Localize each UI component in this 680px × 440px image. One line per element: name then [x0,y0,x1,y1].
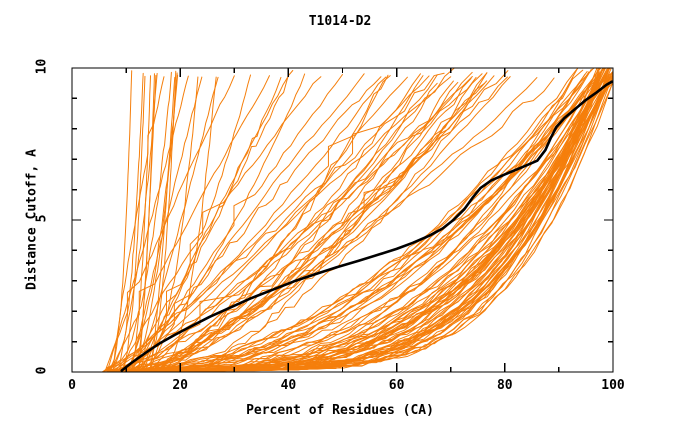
curve [135,75,424,372]
x-tick-label: 0 [68,378,76,393]
curve [118,75,146,370]
x-tick-label: 20 [172,378,189,393]
y-tick-label: 10 [34,58,50,75]
curve [125,68,611,372]
y-tick-label: 5 [34,214,50,223]
curve [140,75,289,372]
curve [134,76,511,372]
curve [127,76,452,372]
curve [112,76,165,372]
curve [111,74,252,372]
curve [149,82,583,372]
curve [109,75,270,372]
curve [121,76,322,372]
curve [125,79,609,372]
curve [136,76,219,372]
x-tick-label: 80 [496,378,513,393]
curves-layer [101,68,613,372]
curve [142,70,177,372]
curve [104,75,189,372]
curve [107,72,445,371]
curve [113,77,538,372]
curve [105,71,172,371]
curve [136,72,488,371]
curve [140,68,579,372]
curve [149,73,365,372]
curve [148,76,176,372]
curve [144,71,588,372]
curve [114,76,473,372]
curve [142,75,391,372]
curve [128,76,508,372]
curve [136,76,199,372]
curve [154,72,613,371]
plot-mask [0,373,680,440]
curve [129,78,472,371]
curve [117,68,606,372]
curve [107,68,595,371]
x-tick-label: 100 [601,378,625,393]
curve [126,75,152,372]
curve [116,69,584,372]
x-tick-label: 40 [280,378,297,393]
curve [163,77,574,372]
plot-mask [614,0,680,440]
curve [152,76,217,372]
curve [138,83,485,372]
x-tick-label: 60 [388,378,405,393]
plot-mask [0,0,680,68]
curve [137,77,555,372]
chart-title: T1014-D2 [308,14,372,29]
curve [120,80,613,372]
curve [122,81,459,372]
y-tick-label: 0 [34,366,50,375]
curve [184,80,454,370]
curve [141,74,343,372]
curve [144,78,594,371]
plot-mask [0,0,72,440]
curve [101,76,408,372]
curve [139,73,597,372]
curve [114,74,179,372]
curve [106,75,235,372]
x-axis-label: Percent of Residues (CA) [246,403,434,418]
